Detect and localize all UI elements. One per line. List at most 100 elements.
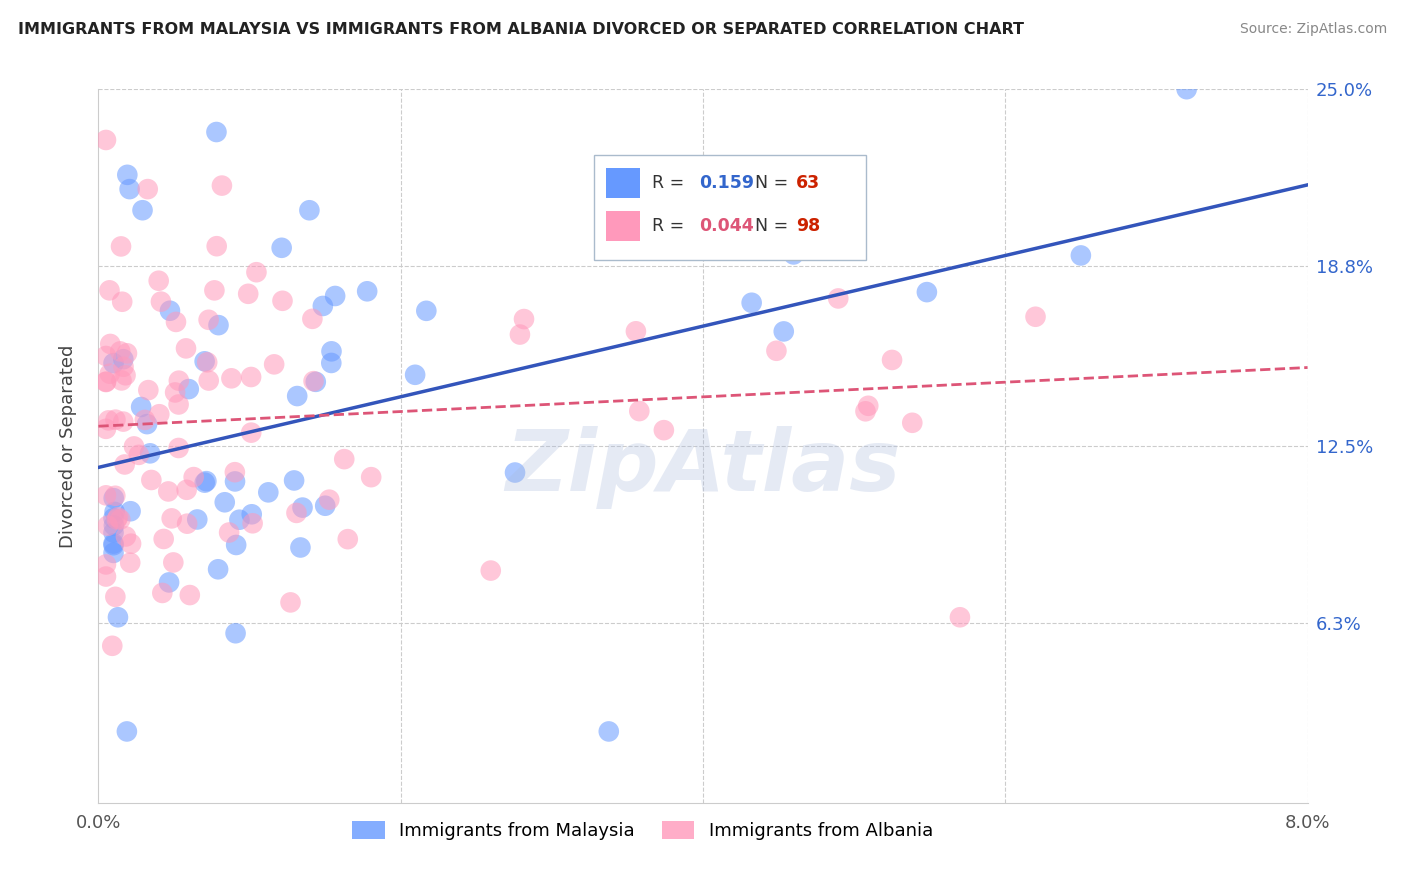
Point (301, 311, 323, 326)
Point (360, 470, 382, 484)
Point (224, 475, 246, 489)
Point (103, 525, 125, 540)
Point (242, 516, 264, 531)
Point (321, 356, 343, 370)
Point (202, 284, 225, 298)
Point (103, 511, 125, 525)
Point (165, 385, 187, 400)
Point (271, 293, 294, 308)
Point (112, 352, 135, 367)
Text: 0.044: 0.044 (699, 218, 754, 235)
Point (194, 475, 217, 490)
Point (165, 315, 187, 329)
Point (1175, 82, 1198, 96)
Point (257, 485, 280, 500)
Point (104, 489, 127, 503)
Point (305, 375, 328, 389)
Point (103, 538, 125, 552)
Point (855, 404, 877, 418)
Text: N =: N = (755, 218, 794, 235)
Point (114, 458, 136, 472)
Point (321, 344, 343, 359)
Point (114, 368, 136, 383)
Point (207, 318, 229, 332)
Point (323, 289, 346, 303)
Point (112, 415, 135, 429)
Point (1025, 310, 1047, 324)
Point (110, 239, 132, 253)
Point (197, 313, 219, 327)
Point (108, 344, 131, 359)
Point (115, 346, 138, 360)
Point (652, 423, 675, 437)
Point (302, 374, 325, 388)
Point (186, 512, 208, 526)
Point (285, 389, 308, 403)
Point (136, 182, 159, 196)
Point (115, 724, 138, 739)
Point (94, 422, 117, 436)
Point (782, 247, 804, 261)
Point (336, 532, 359, 546)
Point (228, 513, 250, 527)
Text: R =: R = (652, 218, 690, 235)
Point (509, 327, 531, 342)
Point (280, 595, 302, 609)
Point (129, 400, 152, 414)
Point (1070, 248, 1092, 262)
Point (148, 274, 170, 288)
Point (240, 370, 263, 384)
Point (318, 492, 340, 507)
Point (880, 353, 903, 368)
Point (94, 569, 117, 583)
Point (415, 303, 437, 318)
Point (103, 491, 125, 506)
Point (858, 399, 880, 413)
Point (111, 294, 134, 309)
Point (94, 375, 117, 389)
Point (103, 505, 125, 519)
Point (176, 483, 198, 497)
Point (238, 286, 260, 301)
Point (240, 425, 263, 440)
Point (225, 538, 247, 552)
Point (107, 610, 129, 624)
Point (218, 525, 240, 540)
Point (103, 356, 125, 370)
Point (134, 413, 156, 427)
FancyBboxPatch shape (606, 211, 640, 241)
Point (94, 488, 117, 502)
Text: IMMIGRANTS FROM MALAYSIA VS IMMIGRANTS FROM ALBANIA DIVORCED OR SEPARATED CORREL: IMMIGRANTS FROM MALAYSIA VS IMMIGRANTS F… (18, 22, 1025, 37)
Point (120, 537, 142, 551)
Y-axis label: Divorced or Separated: Divorced or Separated (59, 344, 77, 548)
Point (141, 473, 163, 487)
Point (160, 511, 183, 525)
Point (139, 446, 162, 460)
Point (195, 355, 218, 369)
Point (225, 626, 247, 640)
Point (214, 495, 236, 509)
Point (179, 588, 201, 602)
Point (211, 178, 233, 193)
Point (290, 541, 312, 555)
Text: 63: 63 (796, 175, 820, 193)
Point (174, 342, 197, 356)
Point (101, 639, 124, 653)
Point (314, 499, 336, 513)
Text: R =: R = (652, 175, 690, 193)
Point (628, 404, 651, 418)
Point (479, 564, 502, 578)
Point (176, 516, 198, 531)
Point (118, 182, 141, 196)
Point (901, 416, 924, 430)
Point (98, 337, 121, 351)
Point (177, 382, 200, 396)
Point (162, 556, 184, 570)
Point (765, 343, 787, 358)
Point (741, 295, 763, 310)
Point (285, 506, 308, 520)
Point (104, 590, 127, 604)
Point (97, 518, 120, 533)
Point (949, 610, 972, 624)
Point (598, 724, 620, 739)
